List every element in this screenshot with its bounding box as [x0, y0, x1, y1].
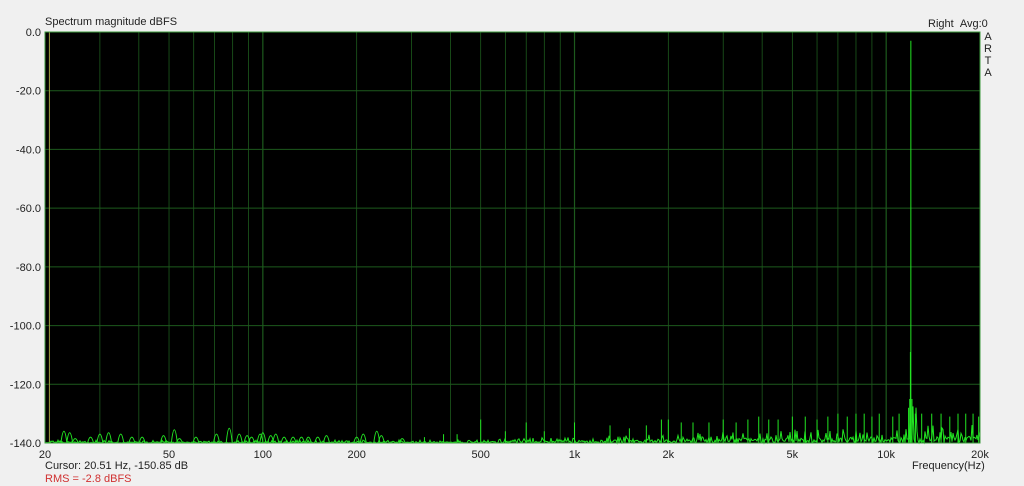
spectrum-peak [192, 436, 200, 444]
logo-letter: A [984, 67, 992, 79]
x-tick-label: 500 [472, 449, 490, 461]
spectrum-peak [256, 433, 264, 444]
spectrum-peak [71, 438, 79, 444]
spectrum-peak [60, 430, 68, 444]
channel-label: Right [928, 18, 954, 30]
spectrum-peak [138, 436, 146, 444]
spectrum-peak [105, 432, 113, 444]
spectrum-peak [359, 433, 367, 444]
x-tick-label: 20 [39, 449, 51, 461]
spectrum-peak [96, 433, 104, 444]
plot-background [45, 32, 980, 443]
spectrum-peak [117, 433, 125, 444]
spectrum-peak [66, 432, 74, 444]
x-tick-label: 5k [787, 449, 799, 461]
y-tick-label: -40.0 [16, 144, 41, 156]
y-tick-label: -140.0 [10, 438, 41, 450]
x-axis-label: Frequency(Hz) [912, 460, 985, 472]
y-tick-label: 0.0 [26, 27, 41, 39]
spectrum-peak [377, 435, 385, 444]
spectrum-peak [248, 436, 256, 444]
x-tick-label: 10k [877, 449, 895, 461]
rms-readout: RMS = -2.8 dBFS [45, 473, 132, 485]
spectrum-peak [212, 433, 220, 444]
logo-letter: A [984, 31, 992, 43]
noise-floor [44, 406, 981, 445]
y-tick-label: -20.0 [16, 86, 41, 98]
tick-labels: 0.0 -20.0 -40.0 -60.0 -80.0 -100.0 -120.0 -140.… [10, 27, 990, 461]
plot-border [44, 31, 981, 444]
cursor-readout: Cursor: 20.51 Hz, -150.85 dB [45, 460, 189, 472]
spectrum-peak [297, 436, 305, 444]
chart-title: Spectrum magnitude dBFS [45, 16, 178, 28]
avg-label: Avg:0 [959, 18, 988, 30]
x-tick-label: 100 [254, 449, 272, 461]
x-tick-label: 20k [971, 449, 989, 461]
spectrum-peak [87, 436, 95, 444]
logo-letter: R [984, 43, 992, 55]
spectrum-peak [225, 427, 233, 444]
x-tick-label: 2k [663, 449, 675, 461]
spectrum-peak [280, 436, 288, 444]
spectrum-peak [304, 436, 312, 444]
x-tick-label: 200 [347, 449, 365, 461]
spectrum-peak [322, 435, 330, 444]
spectrum-peak [170, 429, 178, 444]
spectrum-peak [160, 435, 167, 444]
spectrum-peak [259, 432, 267, 444]
y-tick-label: -80.0 [16, 262, 41, 274]
spectrum-peak [289, 436, 297, 444]
spectrum-trace [44, 40, 981, 445]
arta-logo: A R T A [984, 31, 992, 79]
y-tick-label: -60.0 [16, 203, 41, 215]
logo-letter: T [984, 55, 992, 67]
spectrum-peak [272, 433, 280, 444]
spectrum-peak [175, 438, 183, 444]
x-tick-label: 1k [569, 449, 581, 461]
spectrum-peak [128, 436, 136, 444]
y-tick-label: -100.0 [10, 321, 41, 333]
x-tick-label: 50 [163, 449, 175, 461]
y-tick-label: -120.0 [10, 379, 41, 391]
channel-avg-label: Right Avg:0 [928, 18, 988, 30]
spectrum-peak [398, 438, 406, 444]
spectrum-peak [314, 436, 322, 444]
spectrum-peak [235, 433, 243, 444]
spectrum-peak [353, 436, 361, 444]
